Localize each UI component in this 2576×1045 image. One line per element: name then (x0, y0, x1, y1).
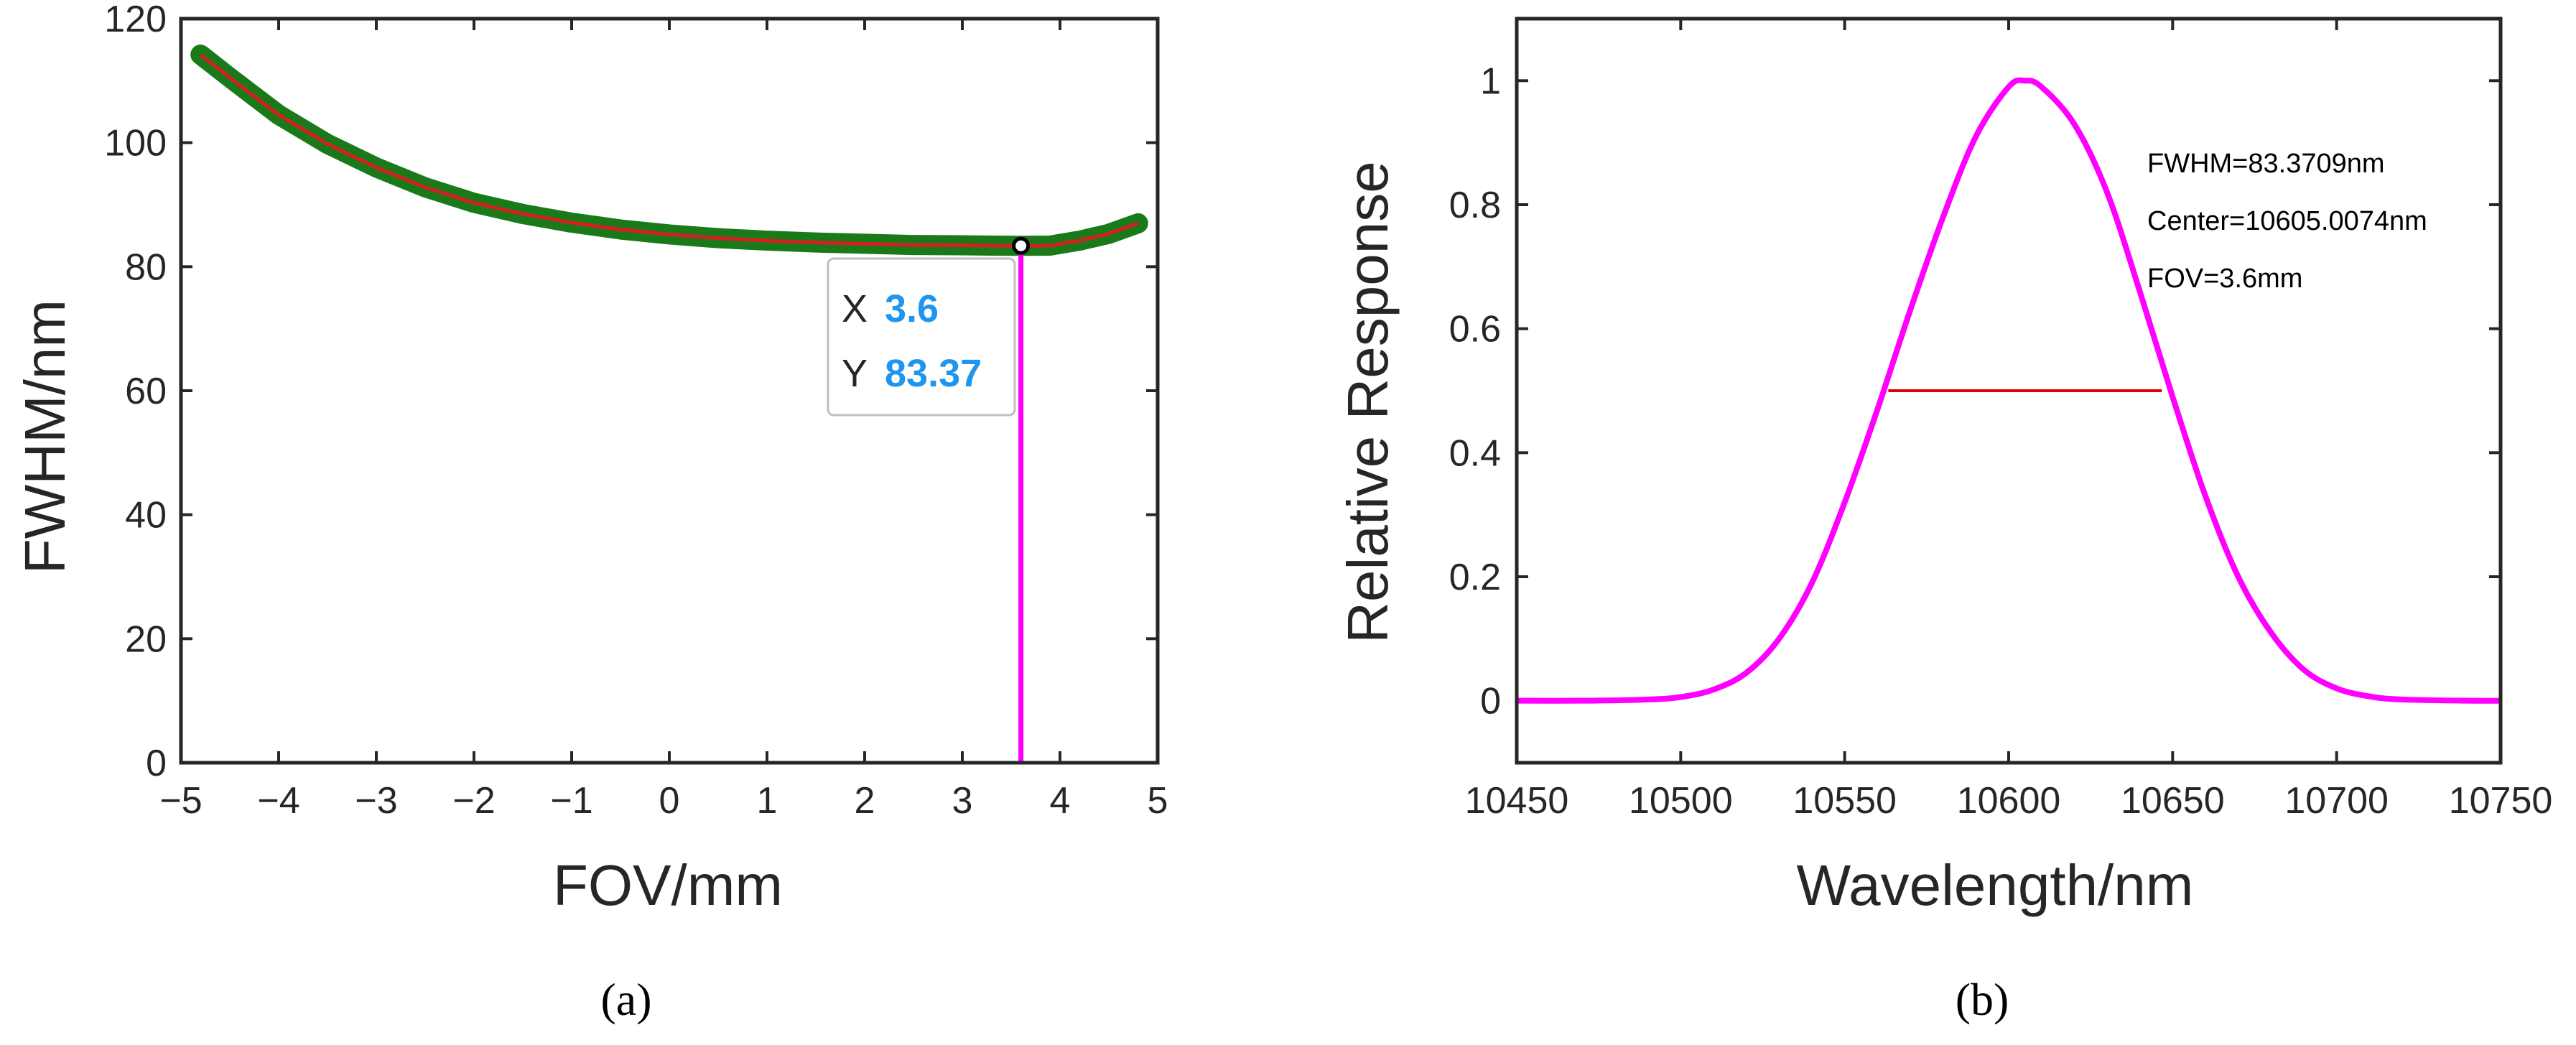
y-tick-label: 20 (125, 618, 167, 660)
datatip-x-value: 3.6 (885, 287, 939, 330)
datatip-marker (1012, 236, 1031, 255)
datatip: X 3.6 Y 83.37 (827, 257, 1016, 417)
chart-a-ylabel: FWHM/nm (13, 299, 77, 574)
chart-b-ticks: 10450 10500 10550 10600 10650 10700 10750 0 0.2 0… (1449, 19, 2553, 822)
chart-a-axes-frame (179, 17, 1160, 765)
y-tick-label: 60 (125, 371, 167, 412)
chart-a-xlabel: FOV/mm (553, 853, 783, 917)
y-tick-label: 80 (125, 246, 167, 288)
response-curve (1516, 77, 2501, 704)
chart-b-plot-area (1516, 77, 2501, 704)
datatip-x-label: X (842, 287, 868, 330)
y-tick-label: 100 (104, 123, 167, 164)
x-tick-label: 10700 (2284, 780, 2389, 822)
datatip-box (827, 257, 1016, 417)
chart-a-plot-area (190, 45, 1148, 763)
x-tick-label: −1 (550, 780, 592, 822)
annotation-center: Center=10605.0074nm (2147, 206, 2427, 236)
y-tick-label: 40 (125, 495, 167, 537)
x-tick-label: 10450 (1465, 780, 1569, 822)
x-tick-label: 10750 (2449, 780, 2553, 822)
chart-b-caption: (b) (1956, 974, 2009, 1025)
chart-a-fwhm-vs-fov: −5 −4 −3 −2 −1 0 1 2 3 4 5 0 20 40 60 80 100 120 X 3.6 Y … (13, 0, 1168, 1025)
y-tick-label: 120 (104, 0, 167, 40)
y-tick-label: 1 (1480, 60, 1501, 102)
x-tick-label: −3 (355, 780, 397, 822)
x-tick-label: −5 (159, 780, 202, 822)
x-tick-label: 10600 (1957, 780, 2061, 822)
x-tick-label: 0 (659, 780, 680, 822)
y-tick-label: 0.2 (1449, 557, 1501, 598)
chart-a-caption: (a) (600, 974, 651, 1025)
x-tick-label: 10500 (1629, 780, 1733, 822)
datatip-y-value: 83.37 (885, 352, 982, 395)
y-tick-label: 0 (1480, 681, 1501, 723)
annotation-fwhm: FWHM=83.3709nm (2147, 149, 2385, 179)
x-tick-label: 10550 (1792, 780, 1897, 822)
datatip-y-label: Y (842, 352, 868, 395)
chart-b-xlabel: Wavelength/nm (1797, 853, 2194, 917)
x-tick-label: 4 (1050, 780, 1071, 822)
x-tick-label: −4 (257, 780, 299, 822)
x-tick-label: −2 (452, 780, 495, 822)
chart-a-ticks: −5 −4 −3 −2 −1 0 1 2 3 4 5 0 20 40 60 80 100 120 (104, 0, 1168, 822)
y-tick-label: 0 (146, 743, 167, 784)
x-tick-label: 5 (1148, 780, 1168, 822)
fwhm-curve-line (199, 53, 1139, 248)
x-tick-label: 3 (952, 780, 973, 822)
y-tick-label: 0.8 (1449, 185, 1501, 226)
chart-b-axes-frame (1515, 17, 2503, 765)
chart-b-ylabel: Relative Response (1336, 161, 1400, 643)
chart-b-relative-response: 10450 10500 10550 10600 10650 10700 10750 0 0.2 0… (1336, 17, 2553, 1025)
y-tick-label: 0.6 (1449, 309, 1501, 350)
x-tick-label: 1 (757, 780, 778, 822)
y-tick-label: 0.4 (1449, 432, 1501, 474)
annotation-fov: FOV=3.6mm (2147, 264, 2302, 294)
x-tick-label: 2 (855, 780, 875, 822)
x-tick-label: 10650 (2121, 780, 2225, 822)
